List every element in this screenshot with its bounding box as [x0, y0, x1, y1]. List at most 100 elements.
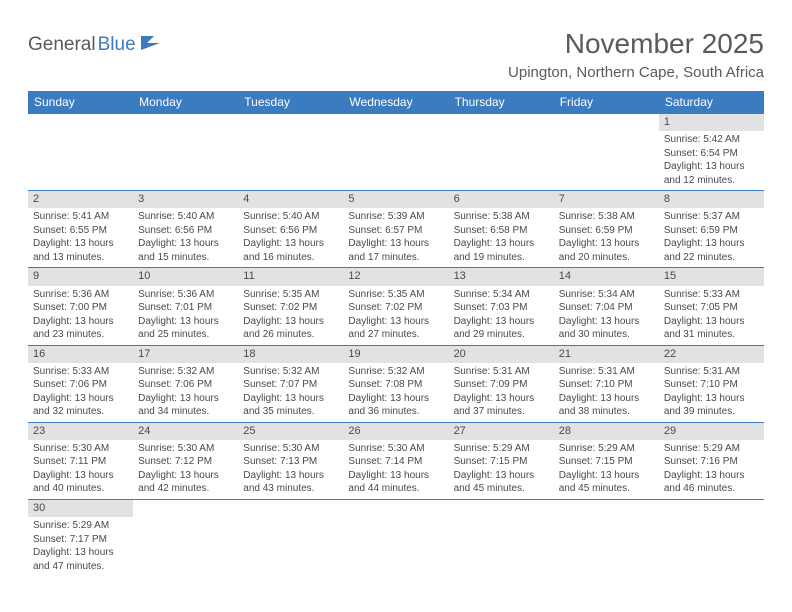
calendar-page: General Blue November 2025 Upington, Nor…: [0, 0, 792, 576]
day-details: Sunrise: 5:38 AMSunset: 6:59 PMDaylight:…: [554, 208, 659, 267]
calendar-day-cell: 27Sunrise: 5:29 AMSunset: 7:15 PMDayligh…: [449, 423, 554, 499]
calendar-day-cell: 25Sunrise: 5:30 AMSunset: 7:13 PMDayligh…: [238, 423, 343, 499]
day-number: 10: [133, 268, 238, 285]
calendar-empty-cell: [238, 114, 343, 190]
day-details: Sunrise: 5:29 AMSunset: 7:15 PMDaylight:…: [449, 440, 554, 499]
header: General Blue November 2025 Upington, Nor…: [28, 28, 764, 81]
flag-icon: [140, 35, 162, 56]
day-number: 12: [343, 268, 448, 285]
calendar-day-cell: 26Sunrise: 5:30 AMSunset: 7:14 PMDayligh…: [343, 423, 448, 499]
day-header-row: SundayMondayTuesdayWednesdayThursdayFrid…: [28, 91, 764, 114]
calendar-weeks: 1Sunrise: 5:42 AMSunset: 6:54 PMDaylight…: [28, 114, 764, 576]
day-number: 29: [659, 423, 764, 440]
day-details: Sunrise: 5:29 AMSunset: 7:15 PMDaylight:…: [554, 440, 659, 499]
day-number: 3: [133, 191, 238, 208]
calendar-week-row: 16Sunrise: 5:33 AMSunset: 7:06 PMDayligh…: [28, 346, 764, 423]
calendar-empty-cell: [133, 114, 238, 190]
day-number: 21: [554, 346, 659, 363]
calendar-day-cell: 8Sunrise: 5:37 AMSunset: 6:59 PMDaylight…: [659, 191, 764, 267]
day-header-cell: Saturday: [659, 91, 764, 114]
day-header-cell: Tuesday: [238, 91, 343, 114]
day-number: 7: [554, 191, 659, 208]
day-number: 5: [343, 191, 448, 208]
day-number: 28: [554, 423, 659, 440]
day-details: Sunrise: 5:41 AMSunset: 6:55 PMDaylight:…: [28, 208, 133, 267]
day-details: Sunrise: 5:36 AMSunset: 7:00 PMDaylight:…: [28, 286, 133, 345]
day-number: 22: [659, 346, 764, 363]
day-details: Sunrise: 5:29 AMSunset: 7:17 PMDaylight:…: [28, 517, 133, 576]
calendar-day-cell: 4Sunrise: 5:40 AMSunset: 6:56 PMDaylight…: [238, 191, 343, 267]
day-details: Sunrise: 5:32 AMSunset: 7:08 PMDaylight:…: [343, 363, 448, 422]
day-number: 16: [28, 346, 133, 363]
day-details: Sunrise: 5:31 AMSunset: 7:10 PMDaylight:…: [659, 363, 764, 422]
day-details: Sunrise: 5:32 AMSunset: 7:07 PMDaylight:…: [238, 363, 343, 422]
day-number: 9: [28, 268, 133, 285]
day-details: Sunrise: 5:31 AMSunset: 7:09 PMDaylight:…: [449, 363, 554, 422]
calendar-day-cell: 20Sunrise: 5:31 AMSunset: 7:09 PMDayligh…: [449, 346, 554, 422]
day-details: Sunrise: 5:34 AMSunset: 7:04 PMDaylight:…: [554, 286, 659, 345]
calendar-day-cell: 5Sunrise: 5:39 AMSunset: 6:57 PMDaylight…: [343, 191, 448, 267]
calendar-week-row: 2Sunrise: 5:41 AMSunset: 6:55 PMDaylight…: [28, 191, 764, 268]
calendar-grid: SundayMondayTuesdayWednesdayThursdayFrid…: [28, 91, 764, 576]
day-details: Sunrise: 5:35 AMSunset: 7:02 PMDaylight:…: [238, 286, 343, 345]
calendar-empty-cell: [554, 114, 659, 190]
day-number: 25: [238, 423, 343, 440]
day-number: 8: [659, 191, 764, 208]
day-details: Sunrise: 5:31 AMSunset: 7:10 PMDaylight:…: [554, 363, 659, 422]
calendar-day-cell: 12Sunrise: 5:35 AMSunset: 7:02 PMDayligh…: [343, 268, 448, 344]
day-header-cell: Wednesday: [343, 91, 448, 114]
calendar-week-row: 9Sunrise: 5:36 AMSunset: 7:00 PMDaylight…: [28, 268, 764, 345]
day-number: 2: [28, 191, 133, 208]
day-details: Sunrise: 5:29 AMSunset: 7:16 PMDaylight:…: [659, 440, 764, 499]
day-number: 15: [659, 268, 764, 285]
calendar-day-cell: 1Sunrise: 5:42 AMSunset: 6:54 PMDaylight…: [659, 114, 764, 190]
calendar-empty-cell: [449, 500, 554, 576]
calendar-empty-cell: [238, 500, 343, 576]
day-header-cell: Friday: [554, 91, 659, 114]
day-details: Sunrise: 5:37 AMSunset: 6:59 PMDaylight:…: [659, 208, 764, 267]
calendar-day-cell: 11Sunrise: 5:35 AMSunset: 7:02 PMDayligh…: [238, 268, 343, 344]
day-number: 17: [133, 346, 238, 363]
calendar-week-row: 23Sunrise: 5:30 AMSunset: 7:11 PMDayligh…: [28, 423, 764, 500]
day-number: 23: [28, 423, 133, 440]
day-details: Sunrise: 5:35 AMSunset: 7:02 PMDaylight:…: [343, 286, 448, 345]
calendar-day-cell: 3Sunrise: 5:40 AMSunset: 6:56 PMDaylight…: [133, 191, 238, 267]
day-number: 13: [449, 268, 554, 285]
logo-text-general: General: [28, 34, 96, 56]
calendar-week-row: 1Sunrise: 5:42 AMSunset: 6:54 PMDaylight…: [28, 114, 764, 191]
day-number: 1: [659, 114, 764, 131]
calendar-day-cell: 15Sunrise: 5:33 AMSunset: 7:05 PMDayligh…: [659, 268, 764, 344]
day-details: Sunrise: 5:39 AMSunset: 6:57 PMDaylight:…: [343, 208, 448, 267]
day-number: 24: [133, 423, 238, 440]
day-header-cell: Monday: [133, 91, 238, 114]
day-number: 20: [449, 346, 554, 363]
day-details: Sunrise: 5:38 AMSunset: 6:58 PMDaylight:…: [449, 208, 554, 267]
calendar-day-cell: 24Sunrise: 5:30 AMSunset: 7:12 PMDayligh…: [133, 423, 238, 499]
calendar-day-cell: 7Sunrise: 5:38 AMSunset: 6:59 PMDaylight…: [554, 191, 659, 267]
day-header-cell: Thursday: [449, 91, 554, 114]
calendar-day-cell: 29Sunrise: 5:29 AMSunset: 7:16 PMDayligh…: [659, 423, 764, 499]
day-number: 19: [343, 346, 448, 363]
day-number: 6: [449, 191, 554, 208]
day-details: Sunrise: 5:40 AMSunset: 6:56 PMDaylight:…: [133, 208, 238, 267]
location-text: Upington, Northern Cape, South Africa: [508, 64, 764, 81]
day-details: Sunrise: 5:30 AMSunset: 7:12 PMDaylight:…: [133, 440, 238, 499]
day-details: Sunrise: 5:32 AMSunset: 7:06 PMDaylight:…: [133, 363, 238, 422]
title-block: November 2025 Upington, Northern Cape, S…: [508, 28, 764, 81]
calendar-day-cell: 19Sunrise: 5:32 AMSunset: 7:08 PMDayligh…: [343, 346, 448, 422]
calendar-empty-cell: [659, 500, 764, 576]
calendar-day-cell: 13Sunrise: 5:34 AMSunset: 7:03 PMDayligh…: [449, 268, 554, 344]
calendar-empty-cell: [343, 500, 448, 576]
day-details: Sunrise: 5:30 AMSunset: 7:14 PMDaylight:…: [343, 440, 448, 499]
calendar-day-cell: 28Sunrise: 5:29 AMSunset: 7:15 PMDayligh…: [554, 423, 659, 499]
calendar-day-cell: 22Sunrise: 5:31 AMSunset: 7:10 PMDayligh…: [659, 346, 764, 422]
calendar-day-cell: 2Sunrise: 5:41 AMSunset: 6:55 PMDaylight…: [28, 191, 133, 267]
day-details: Sunrise: 5:30 AMSunset: 7:11 PMDaylight:…: [28, 440, 133, 499]
logo: General Blue: [28, 34, 162, 56]
day-number: 11: [238, 268, 343, 285]
month-title: November 2025: [508, 28, 764, 60]
day-number: 4: [238, 191, 343, 208]
day-number: 14: [554, 268, 659, 285]
day-details: Sunrise: 5:42 AMSunset: 6:54 PMDaylight:…: [659, 131, 764, 190]
calendar-day-cell: 30Sunrise: 5:29 AMSunset: 7:17 PMDayligh…: [28, 500, 133, 576]
